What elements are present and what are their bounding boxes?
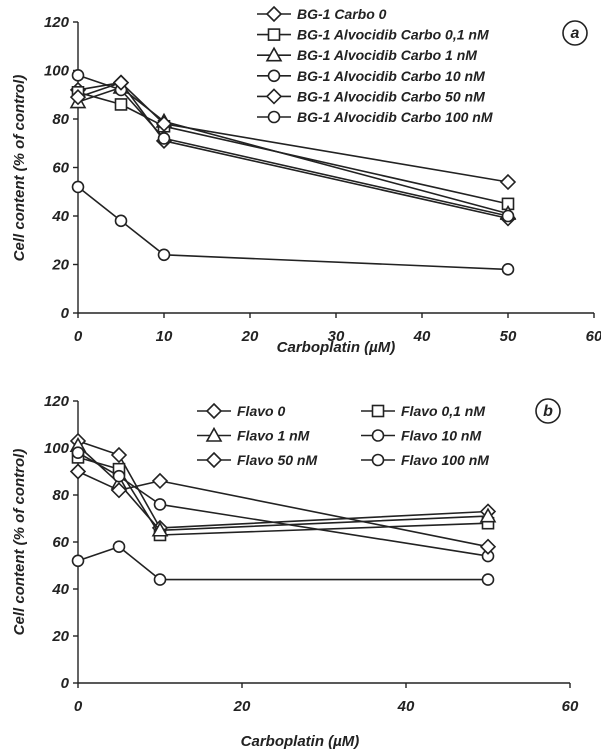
x-axis-label: Carboplatin (µM) bbox=[277, 339, 396, 356]
x-tick-label: 40 bbox=[397, 698, 415, 715]
data-point bbox=[157, 132, 171, 145]
legend-entry-label: Flavo 0 bbox=[237, 403, 285, 419]
data-point bbox=[151, 521, 169, 537]
y-tick-label: 120 bbox=[44, 393, 70, 410]
x-tick-label: 50 bbox=[500, 328, 517, 345]
data-point bbox=[151, 472, 169, 490]
data-point bbox=[153, 498, 167, 511]
data-point bbox=[112, 74, 130, 91]
series-line bbox=[77, 456, 489, 536]
y-tick-label: 100 bbox=[44, 440, 70, 457]
y-tick-label: 100 bbox=[44, 63, 70, 80]
data-point bbox=[155, 115, 173, 132]
legend-swatch-marker bbox=[205, 451, 223, 469]
legend-swatch-marker bbox=[371, 404, 385, 418]
y-tick-label: 80 bbox=[52, 487, 69, 504]
legend-entry-label: Flavo 1 nM bbox=[237, 428, 310, 444]
data-point bbox=[69, 89, 87, 106]
legend-entry-label: BG-1 Alvocidib Carbo 1 nM bbox=[297, 47, 477, 63]
data-point bbox=[69, 463, 87, 480]
series-line bbox=[77, 81, 509, 220]
y-tick-label: 60 bbox=[52, 534, 69, 551]
y-tick-label: 40 bbox=[51, 208, 69, 225]
panel-label: a bbox=[571, 25, 580, 42]
legend-swatch-marker bbox=[267, 69, 281, 83]
panel-badge bbox=[535, 398, 561, 424]
data-point bbox=[71, 554, 85, 568]
x-tick-label: 60 bbox=[586, 328, 601, 345]
data-point bbox=[71, 446, 85, 460]
legend-entry-label: Flavo 0,1 nM bbox=[401, 403, 485, 419]
y-tick-label: 60 bbox=[52, 160, 69, 177]
legend-entry-label: BG-1 Alvocidib Carbo 10 nM bbox=[297, 68, 485, 84]
chart-panel-b: 0 20 40 60 80 100 120 0 20 40 60 Carboplatin (µM) Ce… bbox=[11, 393, 579, 750]
series-line bbox=[77, 440, 489, 529]
legend-entry-label: BG-1 Alvocidib Carbo 0,1 nM bbox=[297, 27, 489, 43]
y-tick-label: 40 bbox=[51, 581, 69, 598]
legend-entry-label: Flavo 100 nM bbox=[401, 452, 489, 468]
y-tick-label: 120 bbox=[44, 14, 70, 31]
data-point bbox=[481, 573, 495, 586]
data-point bbox=[501, 263, 515, 276]
data-point bbox=[112, 469, 126, 483]
legend-swatch-marker bbox=[371, 429, 385, 442]
data-point bbox=[112, 540, 126, 554]
legend-swatch-marker bbox=[267, 28, 281, 41]
data-point bbox=[479, 507, 497, 523]
y-tick-label: 0 bbox=[61, 675, 70, 692]
legend-swatch-marker bbox=[205, 426, 223, 442]
legend-swatch-marker bbox=[265, 46, 283, 62]
x-tick-label: 10 bbox=[156, 328, 173, 345]
series-line bbox=[77, 470, 489, 548]
legend-swatch-marker bbox=[265, 5, 283, 23]
y-tick-label: 0 bbox=[61, 305, 70, 322]
y-tick-label: 80 bbox=[52, 111, 69, 128]
data-point bbox=[153, 573, 167, 586]
x-tick-label: 40 bbox=[413, 328, 431, 345]
data-point bbox=[114, 98, 128, 111]
legend-swatch-marker bbox=[205, 402, 223, 420]
x-tick-label: 20 bbox=[241, 328, 259, 345]
legend-swatch-marker bbox=[265, 88, 283, 105]
legend-entry-label: Flavo 10 nM bbox=[401, 428, 481, 444]
series-line bbox=[77, 545, 488, 581]
legend-entry-label: Flavo 50 nM bbox=[237, 452, 317, 468]
legend-swatch-marker bbox=[267, 110, 281, 124]
data-point bbox=[501, 209, 515, 223]
data-point bbox=[110, 446, 128, 464]
data-point bbox=[499, 173, 517, 191]
legend-entry-label: BG-1 Alvocidib Carbo 100 nM bbox=[297, 109, 493, 125]
series-line bbox=[77, 452, 489, 557]
data-point bbox=[71, 180, 85, 194]
y-tick-label: 20 bbox=[51, 628, 69, 645]
series-line bbox=[77, 86, 509, 215]
data-point bbox=[110, 482, 128, 499]
data-point bbox=[71, 69, 85, 82]
data-point bbox=[157, 248, 171, 262]
x-tick-label: 0 bbox=[74, 328, 83, 345]
y-axis-label: Cell content (% of control) bbox=[11, 449, 28, 636]
legend-entry-label: BG-1 Alvocidib Carbo 50 nM bbox=[297, 88, 485, 104]
series-line bbox=[77, 81, 509, 183]
series-line bbox=[77, 186, 509, 271]
x-tick-label: 0 bbox=[74, 698, 83, 715]
data-point bbox=[479, 538, 497, 555]
y-tick-label: 20 bbox=[51, 257, 69, 274]
x-axis-label: Carboplatin (µM) bbox=[241, 733, 360, 750]
panel-label: b bbox=[543, 403, 553, 420]
series-line bbox=[77, 74, 509, 217]
x-tick-label: 30 bbox=[328, 328, 345, 345]
x-tick-label: 60 bbox=[562, 698, 579, 715]
panel-badge bbox=[562, 20, 588, 46]
chart-panel-a: 0 20 40 60 80 100 120 0 10 20 30 40 50 60 Carboplatin … bbox=[11, 5, 601, 356]
x-tick-label: 20 bbox=[233, 698, 251, 715]
data-point bbox=[114, 214, 128, 228]
legend-swatch-marker bbox=[371, 453, 385, 467]
y-axis-label: Cell content (% of control) bbox=[11, 75, 28, 262]
legend-entry-label: BG-1 Carbo 0 bbox=[297, 6, 387, 22]
